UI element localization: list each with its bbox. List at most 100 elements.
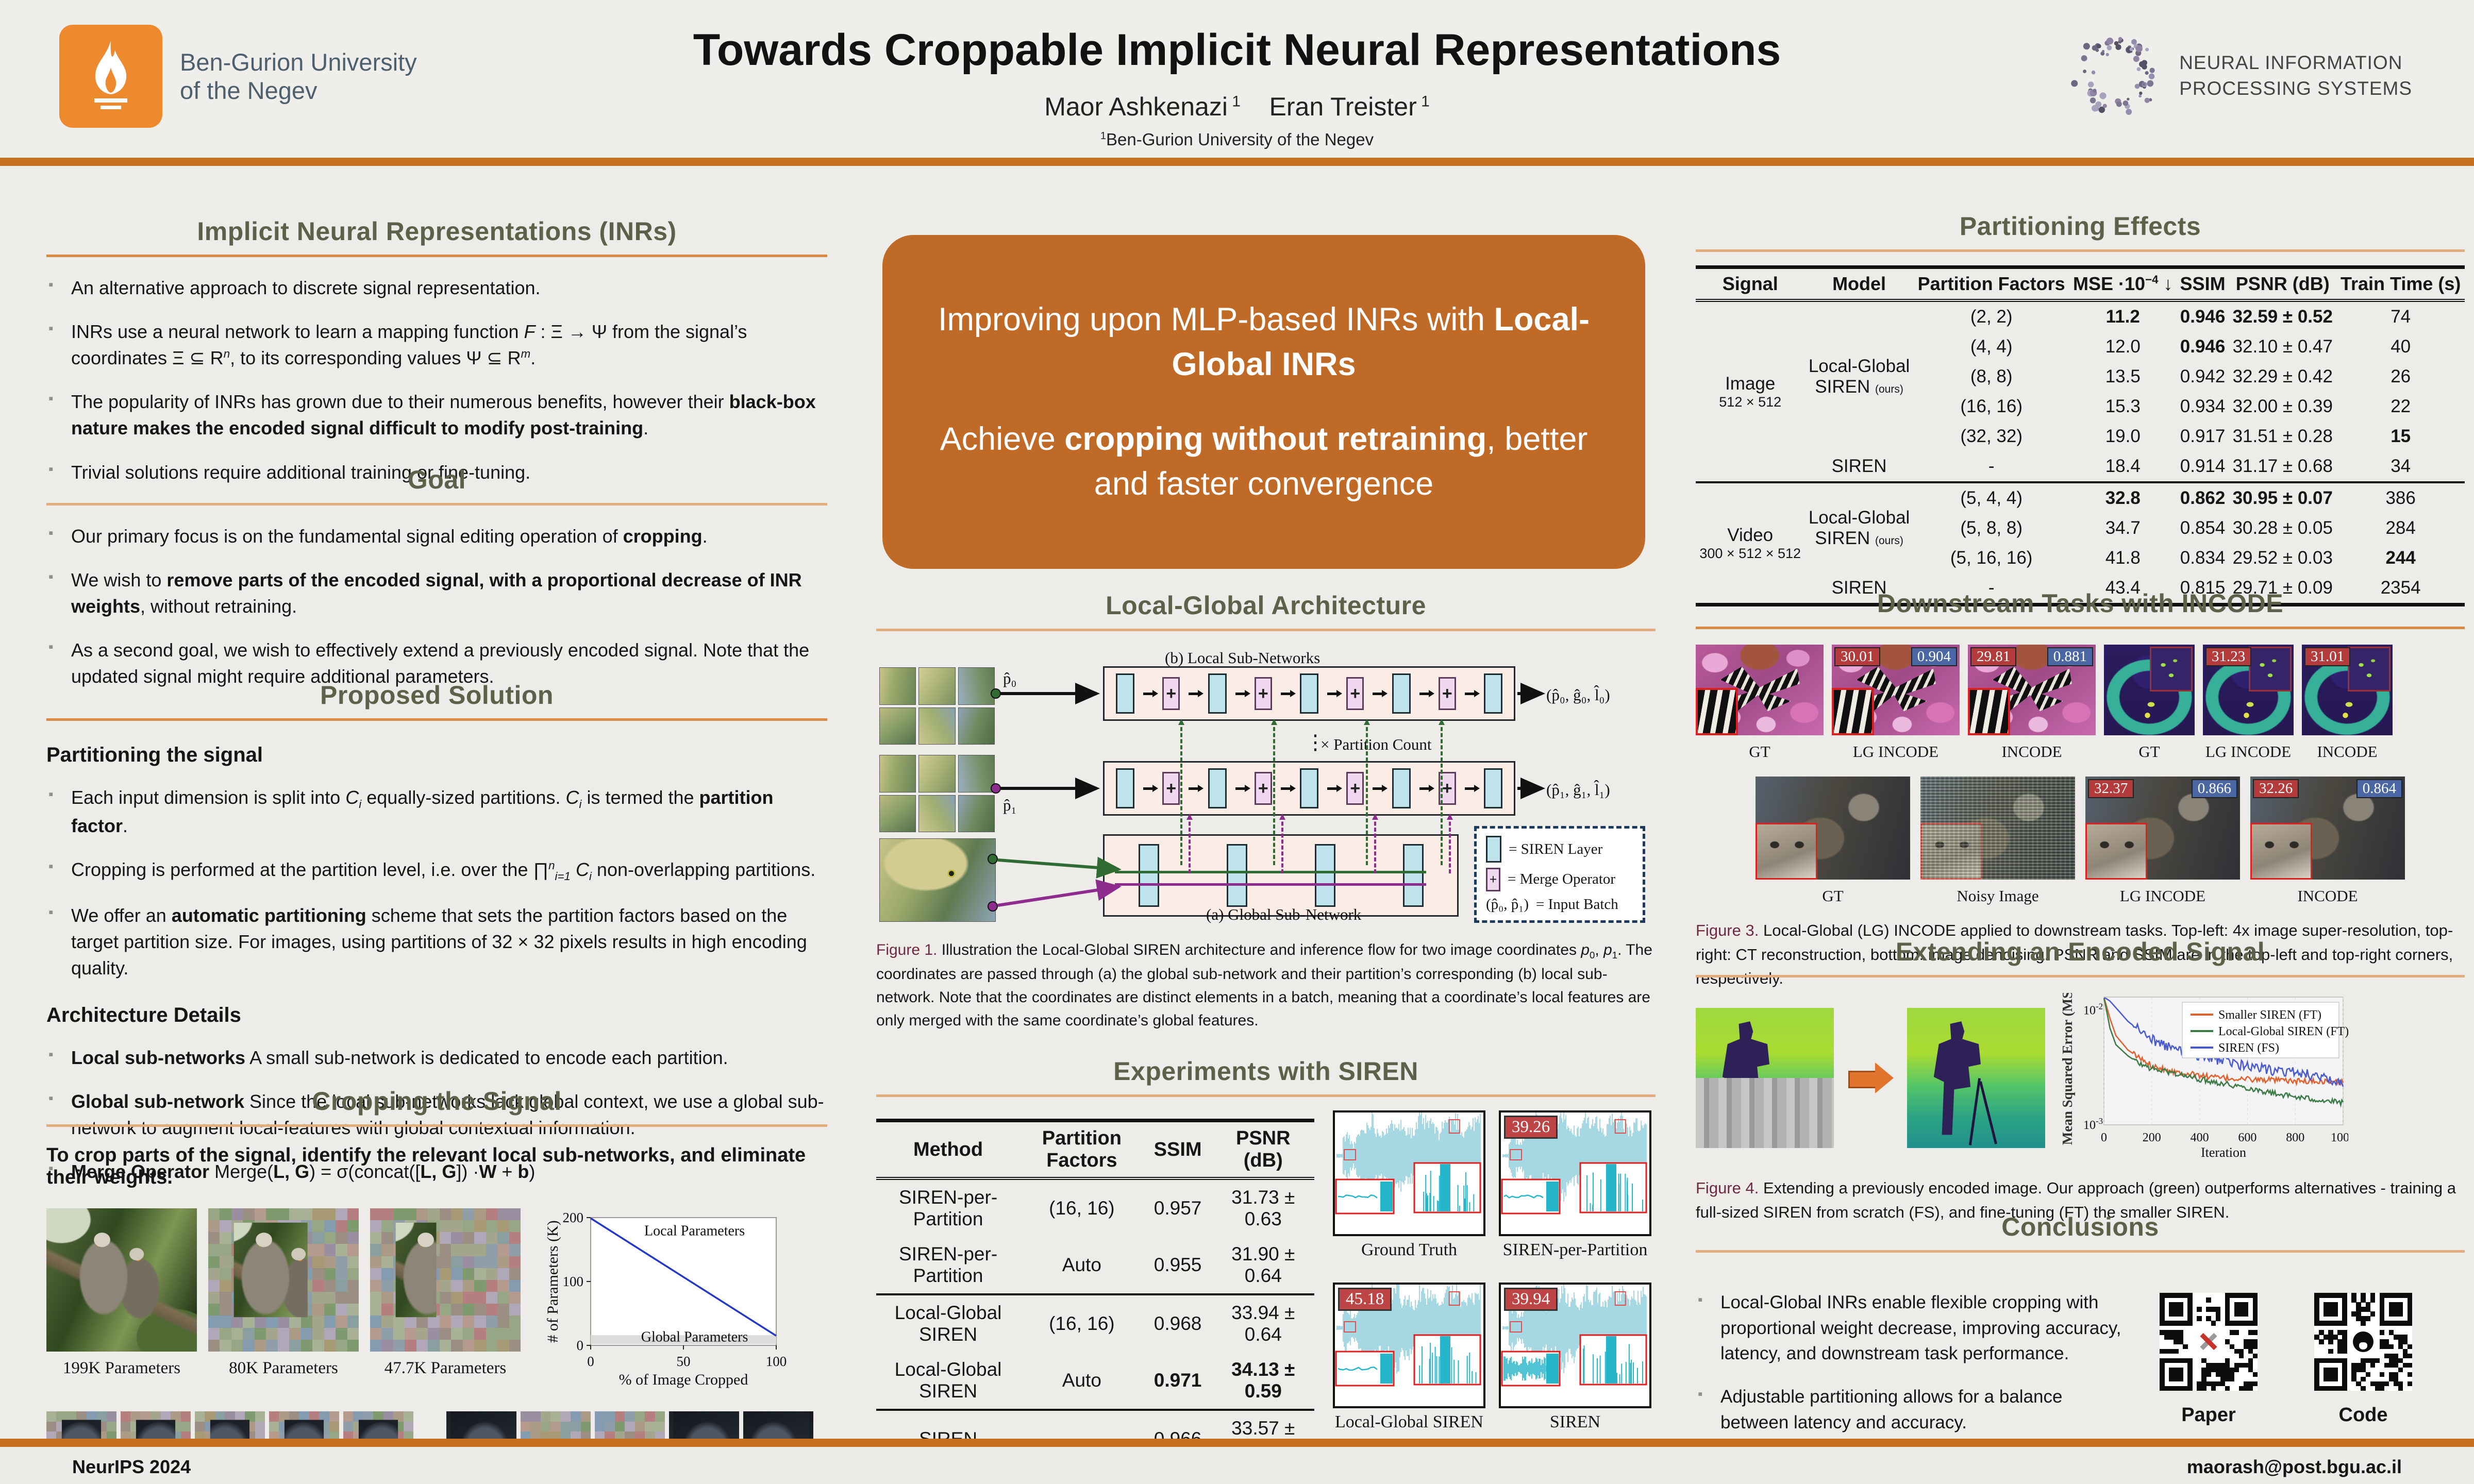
mosaic-cell xyxy=(220,1304,231,1316)
mosaic-cell xyxy=(381,1316,393,1328)
audio-panel-lg: 45.18 xyxy=(1333,1282,1485,1408)
mosaic-cell xyxy=(254,1339,266,1352)
qr-module xyxy=(2398,1367,2403,1373)
mosaic-cell xyxy=(497,1304,509,1316)
table-cell: Auto xyxy=(1062,1370,1101,1391)
qr-module xyxy=(2407,1381,2413,1387)
bullet-item: Each input dimension is split into Ci eq… xyxy=(46,784,827,839)
text-segment: n xyxy=(548,858,555,872)
partitioning-bullets: Each input dimension is split into Ci eq… xyxy=(46,784,827,981)
downstream-image-butterfly xyxy=(1696,645,1824,735)
table-cell: 284 xyxy=(2385,518,2416,538)
qr-module xyxy=(2174,1335,2179,1340)
section-partitioning-effects: Partitioning Effects Signal Model Partitio… xyxy=(1696,211,2465,606)
mosaic-cell xyxy=(121,1421,131,1432)
mosaic-cell xyxy=(381,1279,393,1292)
qr-module xyxy=(2407,1353,2413,1359)
text-segment: ↓ xyxy=(2158,273,2173,294)
mosaic-cell xyxy=(299,1411,309,1422)
audio-panel-wrap: 39.94 SIREN xyxy=(1499,1283,1651,1432)
ds-tile-wrap: 32.26 0.864 INCODE xyxy=(2250,777,2405,905)
merge-operator: + xyxy=(1254,772,1272,805)
downstream-label: GT xyxy=(1749,743,1770,761)
section-title: Extending an Encoded Signal xyxy=(1895,937,2265,966)
neurips-dot xyxy=(2107,45,2112,50)
qr-module xyxy=(2319,1339,2324,1345)
mosaic-cell xyxy=(497,1327,509,1340)
audio-figure: Ground Truth 39.26 SIREN-per-Partition 45.1… xyxy=(1333,1110,1651,1484)
qr-module xyxy=(2328,1339,2333,1345)
text-segment: ) xyxy=(529,1161,536,1183)
text-segment: An alternative approach to discrete sign… xyxy=(71,277,541,298)
neurips-dot xyxy=(2139,91,2143,95)
qr-module xyxy=(2220,1362,2226,1368)
table-cell: 0.862 xyxy=(2180,488,2226,508)
mosaic-cell xyxy=(595,1421,605,1432)
column-header: Train Time (s) xyxy=(2336,267,2465,302)
qr-module xyxy=(2248,1344,2253,1350)
qr-module xyxy=(2234,1348,2239,1354)
text-segment: Merge Operator xyxy=(71,1161,210,1183)
chart-el: SIREN (FS) xyxy=(2218,1041,2279,1055)
qr-module xyxy=(2337,1330,2343,1335)
waveform xyxy=(1335,1110,1481,1215)
psnr-badge: 31.01 xyxy=(2304,647,2351,666)
global-subnetwork xyxy=(1103,834,1459,917)
mosaic-cell xyxy=(343,1421,354,1432)
frog-image-full xyxy=(879,838,996,922)
mosaic-cell xyxy=(405,1339,416,1352)
neurips-dot xyxy=(2149,68,2155,73)
qr-module xyxy=(2393,1372,2399,1377)
qr-module xyxy=(2183,1344,2188,1350)
text-segment: Adjustable partitioning allows for a bal… xyxy=(1720,1387,2063,1432)
text-segment: We offer an xyxy=(71,904,172,926)
model-cell: Local-Global SIREN (ours) xyxy=(1804,300,1913,451)
qr-module xyxy=(2225,1321,2258,1326)
siren-layer xyxy=(1116,768,1134,808)
neurips-dot xyxy=(2093,89,2097,93)
mosaic-cell xyxy=(66,1411,77,1422)
downstream-image-dog-noisy xyxy=(1920,777,2075,880)
qr-module xyxy=(2384,1339,2389,1345)
qr-label: Code xyxy=(2338,1404,2388,1426)
mosaic-cell xyxy=(439,1268,452,1280)
qr-module xyxy=(2379,1293,2413,1298)
flow-arrow xyxy=(1464,784,1480,792)
audio-panel-label: SIREN-per-Partition xyxy=(1502,1240,1648,1259)
qr-module xyxy=(2314,1293,2347,1298)
neurips-dot xyxy=(2133,56,2140,62)
chart-el: 100 xyxy=(563,1274,584,1289)
flow-arrow xyxy=(1143,784,1159,792)
flow-arrow xyxy=(1280,784,1296,792)
table-row: Method Partition Factors SSIM PSNR (dB) xyxy=(876,1120,1314,1180)
mosaic-cell xyxy=(474,1279,486,1292)
table-cell: 0.834 xyxy=(2180,548,2226,568)
qr-module xyxy=(2356,1302,2361,1307)
mosaic-cell xyxy=(540,1421,551,1432)
qr-module xyxy=(2160,1321,2193,1326)
header-accent-bar xyxy=(0,158,2474,166)
table-cell: Local-Global SIREN xyxy=(894,1359,1002,1402)
mosaic-cell xyxy=(231,1339,243,1352)
mosaic-cell xyxy=(370,1304,382,1316)
text-segment: MSE ·10 xyxy=(2073,273,2146,294)
mosaic-cell xyxy=(439,1220,452,1233)
downstream-image-ct: 31.01 xyxy=(2302,645,2393,735)
qr-module xyxy=(2252,1339,2258,1345)
siren-layer xyxy=(1402,844,1424,907)
table-group: SIREN-per-Partition (16, 16) 0.957 31.73 ± … xyxy=(876,1178,1314,1294)
ds-tile-wrap: 30.01 0.904 LG INCODE xyxy=(1832,645,1960,761)
mosaic-cell xyxy=(329,1411,339,1422)
bgu-logo-icon xyxy=(59,25,162,128)
partitioning-table: Signal Model Partition Factors MSE ·10−4 ↓ S… xyxy=(1696,265,2465,606)
text-segment: Figure 1. xyxy=(876,941,938,958)
mosaic-cell xyxy=(474,1208,486,1221)
qr-module xyxy=(2252,1381,2258,1387)
label-local-subnetworks: (b) Local Sub-Networks xyxy=(1165,649,1320,667)
mosaic-cell xyxy=(231,1208,243,1221)
qr-center-glyph xyxy=(2197,1330,2220,1354)
table-cell: 33.94 ± 0.64 xyxy=(1231,1302,1295,1345)
qr-module xyxy=(2370,1293,2376,1298)
qr-zone: Paper Code xyxy=(2160,1293,2413,1484)
neurips-dot xyxy=(2142,82,2146,86)
